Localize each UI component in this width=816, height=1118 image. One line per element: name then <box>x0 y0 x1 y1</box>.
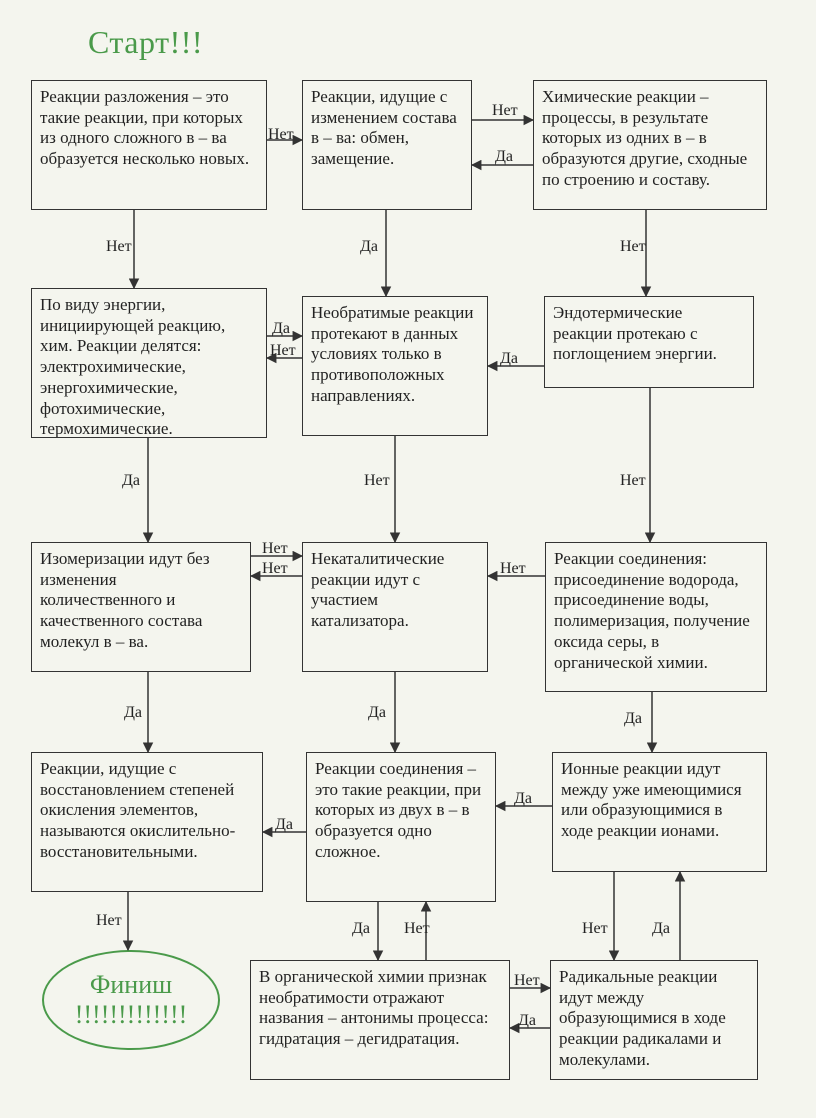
node-3: Химические реакции – процессы, в результ… <box>533 80 767 210</box>
edge-label-2: Да <box>495 148 513 166</box>
node-13: В органической химии признак необратимос… <box>250 960 510 1080</box>
node-2: Реакции, идущие с изменением состава в –… <box>302 80 472 210</box>
node-1: Реакции разложения – это такие реакции, … <box>31 80 267 210</box>
edge-label-20: Нет <box>96 912 122 930</box>
edge-label-18: Да <box>275 816 293 834</box>
edge-label-12: Нет <box>262 540 288 558</box>
edge-label-13: Нет <box>262 560 288 578</box>
edge-label-8: Да <box>500 350 518 368</box>
start-title: Старт!!! <box>88 24 203 61</box>
edge-label-6: Да <box>272 320 290 338</box>
edge-label-25: Нет <box>514 972 540 990</box>
finish-text-1: Финиш <box>90 970 172 1000</box>
edge-label-22: Нет <box>404 920 430 938</box>
edge-label-11: Нет <box>620 472 646 490</box>
edge-label-17: Да <box>624 710 642 728</box>
flowchart-page: Старт!!! Реакции разложения – это такие … <box>0 0 816 1118</box>
edge-label-9: Да <box>122 472 140 490</box>
edge-label-24: Да <box>652 920 670 938</box>
node-5: Необратимые реакции протекают в данных у… <box>302 296 488 436</box>
node-6: Эндотермические реакции протекаю с погло… <box>544 296 754 388</box>
node-8: Некаталитические реакции идут с участием… <box>302 542 488 672</box>
node-10: Реакции, идущие с восстановлением степен… <box>31 752 263 892</box>
edge-label-15: Да <box>124 704 142 722</box>
edge-label-19: Да <box>514 790 532 808</box>
edge-label-3: Нет <box>106 238 132 256</box>
edge-label-23: Нет <box>582 920 608 938</box>
edge-label-1: Нет <box>492 102 518 120</box>
node-11: Реакции соединения – это такие реакции, … <box>306 752 496 902</box>
edge-label-4: Да <box>360 238 378 256</box>
edge-label-7: Нет <box>270 342 296 360</box>
edge-label-26: Да <box>518 1012 536 1030</box>
edge-label-14: Нет <box>500 560 526 578</box>
edge-label-10: Нет <box>364 472 390 490</box>
node-9: Реакции соединения: присоединение водоро… <box>545 542 767 692</box>
edge-label-0: Нет <box>268 126 294 144</box>
node-4: По виду энергии, инициирующей реакцию, х… <box>31 288 267 438</box>
finish-text-2: !!!!!!!!!!!!! <box>75 1000 188 1030</box>
edge-label-16: Да <box>368 704 386 722</box>
node-12: Ионные реакции идут между уже имеющимися… <box>552 752 767 872</box>
finish-oval: Финиш !!!!!!!!!!!!! <box>42 950 220 1050</box>
node-7: Изомеризации идут без изменения количест… <box>31 542 251 672</box>
edge-label-5: Нет <box>620 238 646 256</box>
edge-label-21: Да <box>352 920 370 938</box>
node-14: Радикальные реакции идут между образующи… <box>550 960 758 1080</box>
